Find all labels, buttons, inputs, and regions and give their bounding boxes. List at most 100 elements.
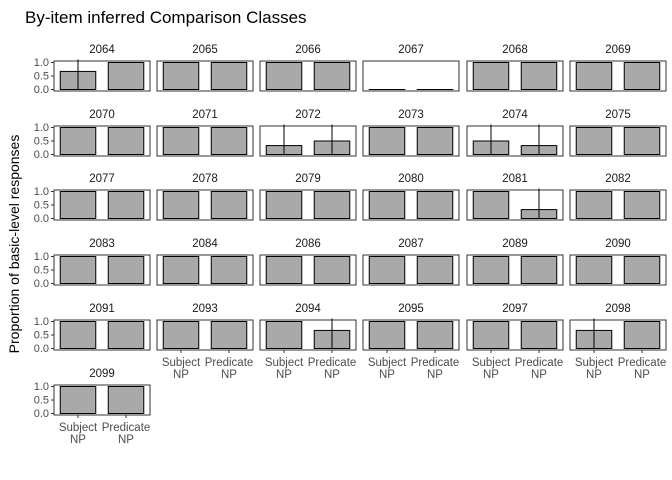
panel-title: 2090 — [605, 238, 631, 250]
x-tick-label-line: NP — [324, 369, 340, 381]
bar-predicate-np — [416, 321, 454, 349]
panel-2067: 2067 — [362, 44, 460, 92]
panel-title: 2098 — [605, 303, 631, 315]
panel-title: 2066 — [295, 44, 321, 56]
bar-predicate-np — [313, 256, 351, 284]
bar-subject-np — [472, 191, 510, 219]
y-tick-label: 0.0 — [34, 278, 49, 290]
bar-subject-np — [368, 321, 406, 349]
y-tick-label: 0.5 — [34, 395, 49, 407]
panel-title: 2070 — [89, 109, 115, 121]
bar-subject-np — [162, 256, 200, 284]
x-tick-label: Subject NP — [265, 357, 304, 381]
bar-predicate-np — [623, 256, 661, 284]
x-tick-label: Predicate NP — [411, 357, 460, 381]
bar-predicate-np — [623, 191, 661, 219]
panel-title: 2097 — [502, 303, 528, 315]
bar-subject-np — [265, 191, 303, 219]
bar-predicate-np — [623, 127, 661, 155]
panel-title: 2078 — [192, 173, 218, 185]
bar-predicate-np — [107, 191, 145, 219]
x-tick-label: Subject NP — [59, 422, 98, 446]
panel-2089: 2089 — [466, 238, 564, 286]
panel-title: 2091 — [89, 303, 115, 315]
bar-subject-np — [575, 256, 613, 284]
bar-predicate-np — [313, 62, 351, 90]
bar-subject-np — [162, 321, 200, 349]
panel-title: 2079 — [295, 173, 321, 185]
y-tick-label: 0.0 — [34, 213, 49, 225]
bar-predicate-np — [520, 62, 558, 90]
x-tick-label-line: NP — [586, 369, 602, 381]
bar-predicate-np — [107, 62, 145, 90]
x-tick-label-line: Subject — [265, 357, 304, 369]
panel-2090: 2090 — [569, 238, 667, 286]
y-tick-label: 0.5 — [34, 265, 49, 277]
bar-predicate-np — [107, 321, 145, 349]
bar-predicate-np — [210, 256, 248, 284]
panel-title: 2094 — [295, 303, 321, 315]
y-tick-label: 1.0 — [34, 122, 49, 134]
bar-predicate-np — [107, 127, 145, 155]
y-tick-label: 0.0 — [34, 408, 49, 420]
bar-subject-np — [472, 62, 510, 90]
panel-title: 2074 — [502, 109, 528, 121]
panel-2075: 2075 — [569, 109, 667, 157]
panel-2091: 2091 0.00.5 1.0 — [34, 303, 151, 355]
panel-title: 2067 — [398, 44, 424, 56]
panel-title: 2084 — [192, 238, 218, 250]
bar-subject-np — [59, 191, 97, 219]
panel-title: 2093 — [192, 303, 218, 315]
panel-2068: 2068 — [466, 44, 564, 92]
x-tick-label-line: Predicate — [205, 357, 254, 369]
bar-predicate-np — [623, 62, 661, 90]
panel-title: 2068 — [502, 44, 528, 56]
x-tick-label: Predicate NP — [205, 357, 254, 381]
bar-subject-np — [472, 321, 510, 349]
x-tick-label: Subject NP — [368, 357, 407, 381]
y-tick-label: 0.0 — [34, 149, 49, 161]
x-tick-label-line: Predicate — [308, 357, 357, 369]
panel-title: 2082 — [605, 173, 631, 185]
panel-2079: 2079 — [259, 173, 357, 221]
x-tick-label-line: NP — [118, 434, 134, 446]
bar-predicate-np — [416, 191, 454, 219]
y-tick-label: 1.0 — [34, 381, 49, 393]
bar-predicate-np — [210, 321, 248, 349]
x-tick-label-line: Subject — [59, 422, 98, 434]
panel-title: 2072 — [295, 109, 321, 121]
y-tick-label: 0.5 — [34, 71, 49, 83]
x-tick-label-line: NP — [483, 369, 499, 381]
x-tick-label-line: NP — [427, 369, 443, 381]
panel-2083: 2083 0.00.5 1.0 — [34, 238, 151, 290]
bar-predicate-np — [107, 256, 145, 284]
bar-predicate-np — [210, 62, 248, 90]
x-tick-label-line: NP — [634, 369, 650, 381]
bar-subject-np — [368, 191, 406, 219]
y-tick-label: 0.5 — [34, 330, 49, 342]
panel-frame — [362, 60, 460, 92]
panel-title: 2069 — [605, 44, 631, 56]
panel-title: 2073 — [398, 109, 424, 121]
x-tick-label-line: NP — [70, 434, 86, 446]
bar-subject-np — [575, 191, 613, 219]
bar-subject-np — [59, 321, 97, 349]
panel-2082: 2082 — [569, 173, 667, 221]
bar-subject-np — [265, 321, 303, 349]
x-tick-label-line: Subject — [368, 357, 407, 369]
x-tick-label-line: NP — [531, 369, 547, 381]
bar-subject-np — [59, 386, 97, 414]
panel-title: 2089 — [502, 238, 528, 250]
bar-subject-np — [472, 256, 510, 284]
panel-title: 2075 — [605, 109, 631, 121]
bar-subject-np — [59, 127, 97, 155]
bar-subject-np — [575, 62, 613, 90]
y-axis-label: Proportion of basic-level responses — [6, 135, 22, 354]
y-tick-label: 1.0 — [34, 186, 49, 198]
x-tick-label: Predicate NP — [618, 357, 667, 381]
bar-predicate-np — [313, 191, 351, 219]
